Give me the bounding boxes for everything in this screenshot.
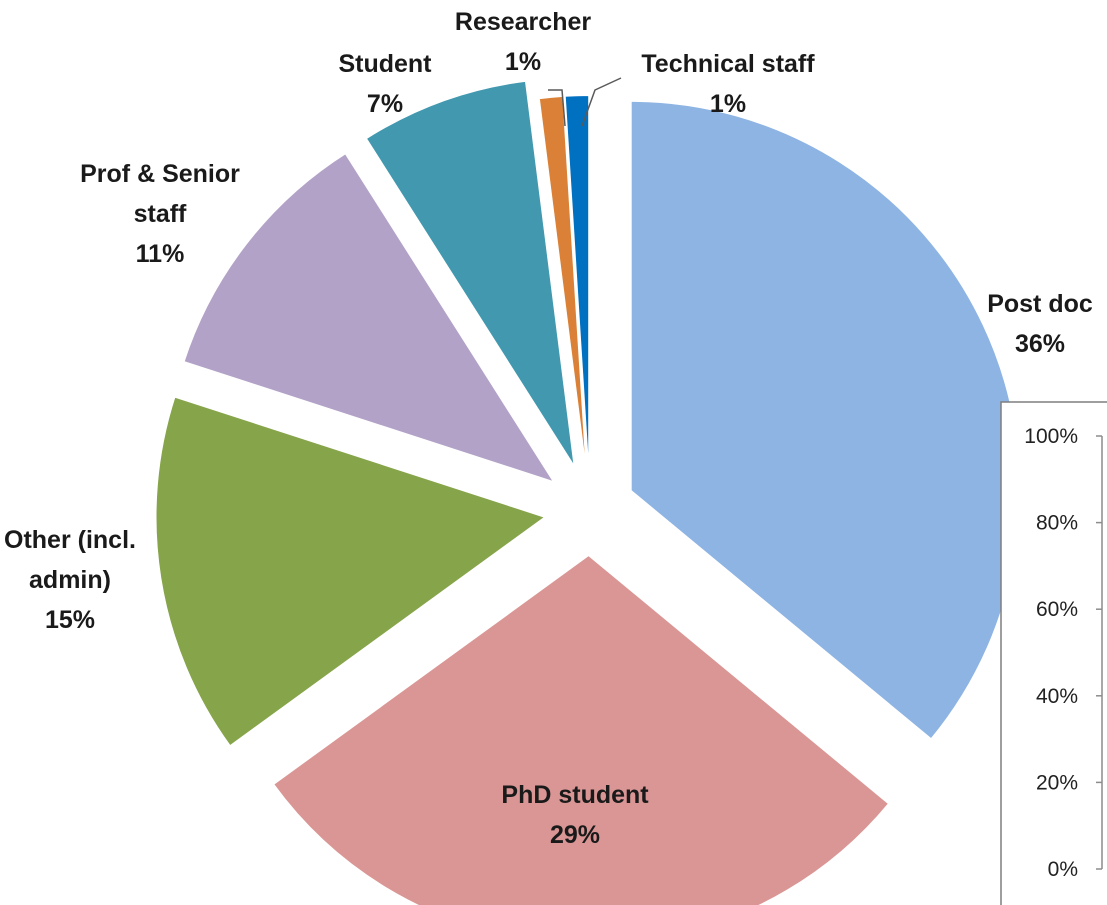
y-tick-label: 100%: [1024, 425, 1078, 448]
slice-label-phd-student: PhD student 29%: [501, 781, 649, 849]
slice-label-line: Technical staff: [641, 50, 815, 78]
leader-lines: [548, 77, 622, 127]
pie-slice-prof-senior-staff: [182, 151, 557, 485]
slice-label-other-incl-admin: Other (incl. admin) 15%: [4, 526, 136, 634]
pie-chart: [154, 79, 1022, 905]
bar-chart-frame: [1000, 401, 1107, 905]
slice-label-line: PhD student: [501, 781, 649, 809]
slice-label-line: Student: [338, 50, 432, 78]
pie-slice-other-incl-admin: [154, 395, 548, 748]
slice-labels: Post doc 36% PhD student 29% Other (incl. adm…: [4, 8, 1093, 849]
slice-label-line: admin): [29, 566, 111, 594]
slice-label-line: Other (incl.: [4, 526, 136, 554]
slice-label-line: 1%: [710, 90, 746, 118]
y-tick-label: 20%: [1036, 771, 1078, 794]
y-tick-label: 80%: [1036, 512, 1078, 535]
pie-slice-technical-staff: [563, 93, 591, 486]
y-tick-label: 0%: [1048, 858, 1078, 881]
leader-line-researcher: [548, 89, 566, 127]
slice-label-line: 1%: [505, 48, 541, 76]
y-tick-label: 60%: [1036, 598, 1078, 621]
slice-label-student: Student 7%: [338, 50, 432, 118]
slice-label-line: 7%: [367, 90, 403, 118]
slice-label-line: 11%: [136, 240, 185, 268]
slice-label-line: 29%: [550, 821, 600, 849]
slice-label-technical-staff: Technical staff 1%: [641, 50, 815, 118]
pie-slice-student: [364, 79, 576, 469]
y-tick-label: 40%: [1036, 685, 1078, 708]
pie-slice-post-doc: [629, 99, 1022, 741]
slice-label-line: Post doc: [987, 290, 1093, 318]
leader-line-technical-staff: [581, 77, 622, 127]
slice-label-line: 36%: [1015, 330, 1065, 358]
slice-label-prof-senior-staff: Prof & Senior staff 11%: [80, 160, 240, 268]
slice-label-line: Prof & Senior: [80, 160, 240, 188]
slice-label-post-doc: Post doc 36%: [987, 290, 1093, 358]
slice-label-line: Researcher: [455, 8, 591, 36]
slice-label-line: 15%: [45, 606, 95, 634]
slice-label-researcher: Researcher 1%: [455, 8, 591, 76]
pie-slice-phd-student: [271, 553, 891, 905]
y-axis-ticks: 100% 80% 60% 40% 20% 0%: [1024, 425, 1102, 881]
slice-label-line: staff: [134, 200, 187, 228]
partial-bar-chart: 100% 80% 60% 40% 20% 0%: [1000, 401, 1107, 905]
